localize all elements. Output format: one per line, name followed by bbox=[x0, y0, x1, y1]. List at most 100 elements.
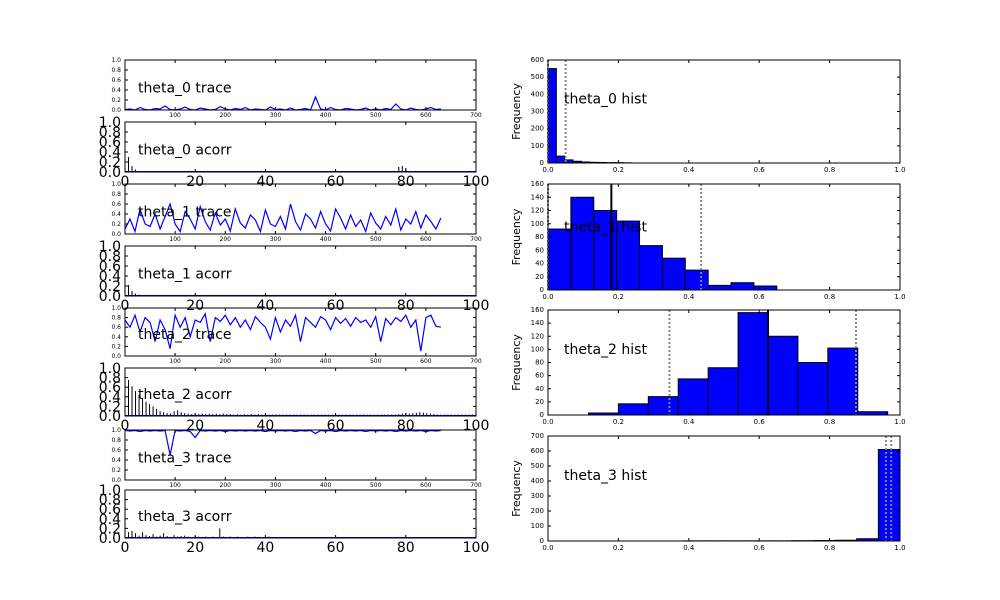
x-tick-label: 300 bbox=[270, 482, 282, 489]
x-tick-label: 700 bbox=[470, 358, 482, 365]
x-tick-label: 0.6 bbox=[754, 166, 766, 174]
x-tick-label: 200 bbox=[220, 112, 232, 119]
y-tick-label: 1.0 bbox=[99, 239, 121, 255]
y-tick-label: 40 bbox=[535, 385, 544, 393]
y-tick-label: 0.4 bbox=[99, 145, 121, 161]
x-tick-label: 0 bbox=[121, 418, 130, 434]
theta-3-hist-panel: 0.0 0.2 0.4 0.6 0.8 1.0 0 100 200 300 400 500 600 700… bbox=[510, 432, 906, 552]
y-tick-label: 0.6 bbox=[111, 324, 121, 331]
y-tick-label: 0 bbox=[540, 159, 544, 167]
x-tick-label: 600 bbox=[420, 236, 432, 243]
x-tick-label: 0.6 bbox=[754, 293, 766, 301]
y-tick-label: 0.2 bbox=[99, 279, 121, 295]
x-tick-label: 100 bbox=[169, 482, 181, 489]
y-tick-label: 0.6 bbox=[111, 77, 121, 84]
x-tick-label: 200 bbox=[220, 482, 232, 489]
y-tick-label: 40 bbox=[535, 260, 544, 268]
y-tick-label: 0 bbox=[540, 537, 544, 545]
y-tick-label: 0.8 bbox=[111, 315, 121, 322]
y-tick-label: 0.2 bbox=[111, 343, 121, 350]
x-tick-label: 300 bbox=[270, 236, 282, 243]
panel-label: theta_3 hist bbox=[564, 468, 647, 484]
y-tick-label: 0.0 bbox=[111, 353, 121, 360]
axes-frame bbox=[124, 121, 477, 173]
x-tick-label: 0.0 bbox=[542, 293, 553, 301]
y-tick-label: 0 bbox=[540, 411, 544, 419]
chart-marks bbox=[124, 202, 442, 234]
hist-bar bbox=[797, 362, 829, 416]
x-tick-label: 0.8 bbox=[824, 418, 835, 426]
y-axis-label: Frequency bbox=[510, 460, 523, 517]
y-tick-label: 500 bbox=[531, 462, 544, 470]
y-tick-label: 1.0 bbox=[111, 427, 121, 434]
chart-marks bbox=[547, 184, 778, 291]
x-tick-label: 600 bbox=[420, 482, 432, 489]
x-tick-label: 100 bbox=[169, 112, 181, 119]
hist-bar bbox=[570, 196, 595, 291]
y-axis-label: Frequency bbox=[510, 334, 523, 391]
x-tick-label: 0.6 bbox=[754, 544, 766, 552]
trace-line bbox=[124, 312, 442, 352]
y-tick-label: 0.0 bbox=[99, 165, 121, 181]
y-tick-label: 300 bbox=[531, 108, 544, 116]
hist-bar bbox=[753, 285, 778, 291]
x-tick-label: 0.0 bbox=[542, 544, 553, 552]
hist-bar bbox=[707, 367, 739, 416]
hist-bar bbox=[617, 403, 649, 416]
panel-label: theta_1 acorr bbox=[138, 267, 232, 283]
theta-2-trace-panel: 100 200 300 400 500 600 700 0.0 0.2 0.4 0.6 0.8 1.0 t… bbox=[111, 305, 481, 365]
y-tick-label: 160 bbox=[531, 180, 544, 188]
y-tick-label: 0 bbox=[540, 286, 544, 294]
chart-marks bbox=[124, 429, 441, 456]
x-tick-label: 0 bbox=[121, 174, 130, 190]
x-tick-label: 600 bbox=[420, 358, 432, 365]
panel-label: theta_2 hist bbox=[564, 342, 647, 358]
x-tick-label: 1.0 bbox=[894, 293, 905, 301]
y-tick-label: 300 bbox=[531, 492, 544, 500]
y-axis-label: Frequency bbox=[510, 208, 523, 265]
axes-frame bbox=[547, 435, 901, 542]
x-tick-label: 0.4 bbox=[683, 418, 695, 426]
hist-bar bbox=[555, 155, 566, 164]
x-tick-label: 0.2 bbox=[613, 293, 624, 301]
x-tick-label: 0.2 bbox=[613, 166, 624, 174]
y-tick-label: 0.6 bbox=[99, 135, 121, 151]
axes-frame bbox=[124, 489, 477, 539]
y-tick-label: 200 bbox=[531, 125, 544, 133]
x-tick-label: 300 bbox=[270, 112, 282, 119]
x-tick-label: 0.8 bbox=[824, 166, 835, 174]
y-tick-label: 0.2 bbox=[111, 97, 121, 104]
y-tick-label: 0.8 bbox=[99, 371, 121, 387]
x-tick-label: 400 bbox=[320, 358, 332, 365]
theta-0-hist-panel: 0.0 0.2 0.4 0.6 0.8 1.0 0 100 200 300 400 500 600 Fre… bbox=[510, 56, 906, 174]
y-tick-label: 400 bbox=[531, 90, 544, 98]
y-axis-label: Frequency bbox=[510, 83, 523, 140]
x-tick-label: 700 bbox=[470, 112, 482, 119]
x-tick-label: 100 bbox=[463, 540, 490, 556]
chart-marks bbox=[587, 310, 889, 416]
x-tick-label: 500 bbox=[370, 112, 382, 119]
trace-line bbox=[124, 202, 442, 234]
x-tick-label: 0.8 bbox=[824, 293, 835, 301]
panel-label: theta_1 hist bbox=[564, 220, 647, 236]
y-tick-label: 0.8 bbox=[111, 437, 121, 444]
axes-frame bbox=[124, 59, 477, 111]
y-tick-label: 0.6 bbox=[99, 502, 121, 518]
x-tick-label: 80 bbox=[397, 174, 415, 190]
y-tick-label: 0.4 bbox=[111, 211, 121, 218]
y-tick-label: 0.8 bbox=[99, 249, 121, 265]
y-tick-label: 0.2 bbox=[99, 399, 121, 415]
x-tick-label: 0.4 bbox=[683, 166, 695, 174]
x-tick-label: 0 bbox=[121, 298, 130, 314]
x-tick-label: 60 bbox=[327, 174, 345, 190]
x-tick-label: 1.0 bbox=[894, 418, 905, 426]
y-tick-label: 0.0 bbox=[111, 477, 121, 484]
y-tick-label: 80 bbox=[535, 233, 544, 241]
hist-bar bbox=[677, 378, 709, 416]
x-tick-label: 0.4 bbox=[683, 293, 695, 301]
panel-label: theta_0 acorr bbox=[138, 143, 232, 159]
y-tick-label: 140 bbox=[531, 319, 544, 327]
x-tick-label: 0.4 bbox=[683, 544, 695, 552]
